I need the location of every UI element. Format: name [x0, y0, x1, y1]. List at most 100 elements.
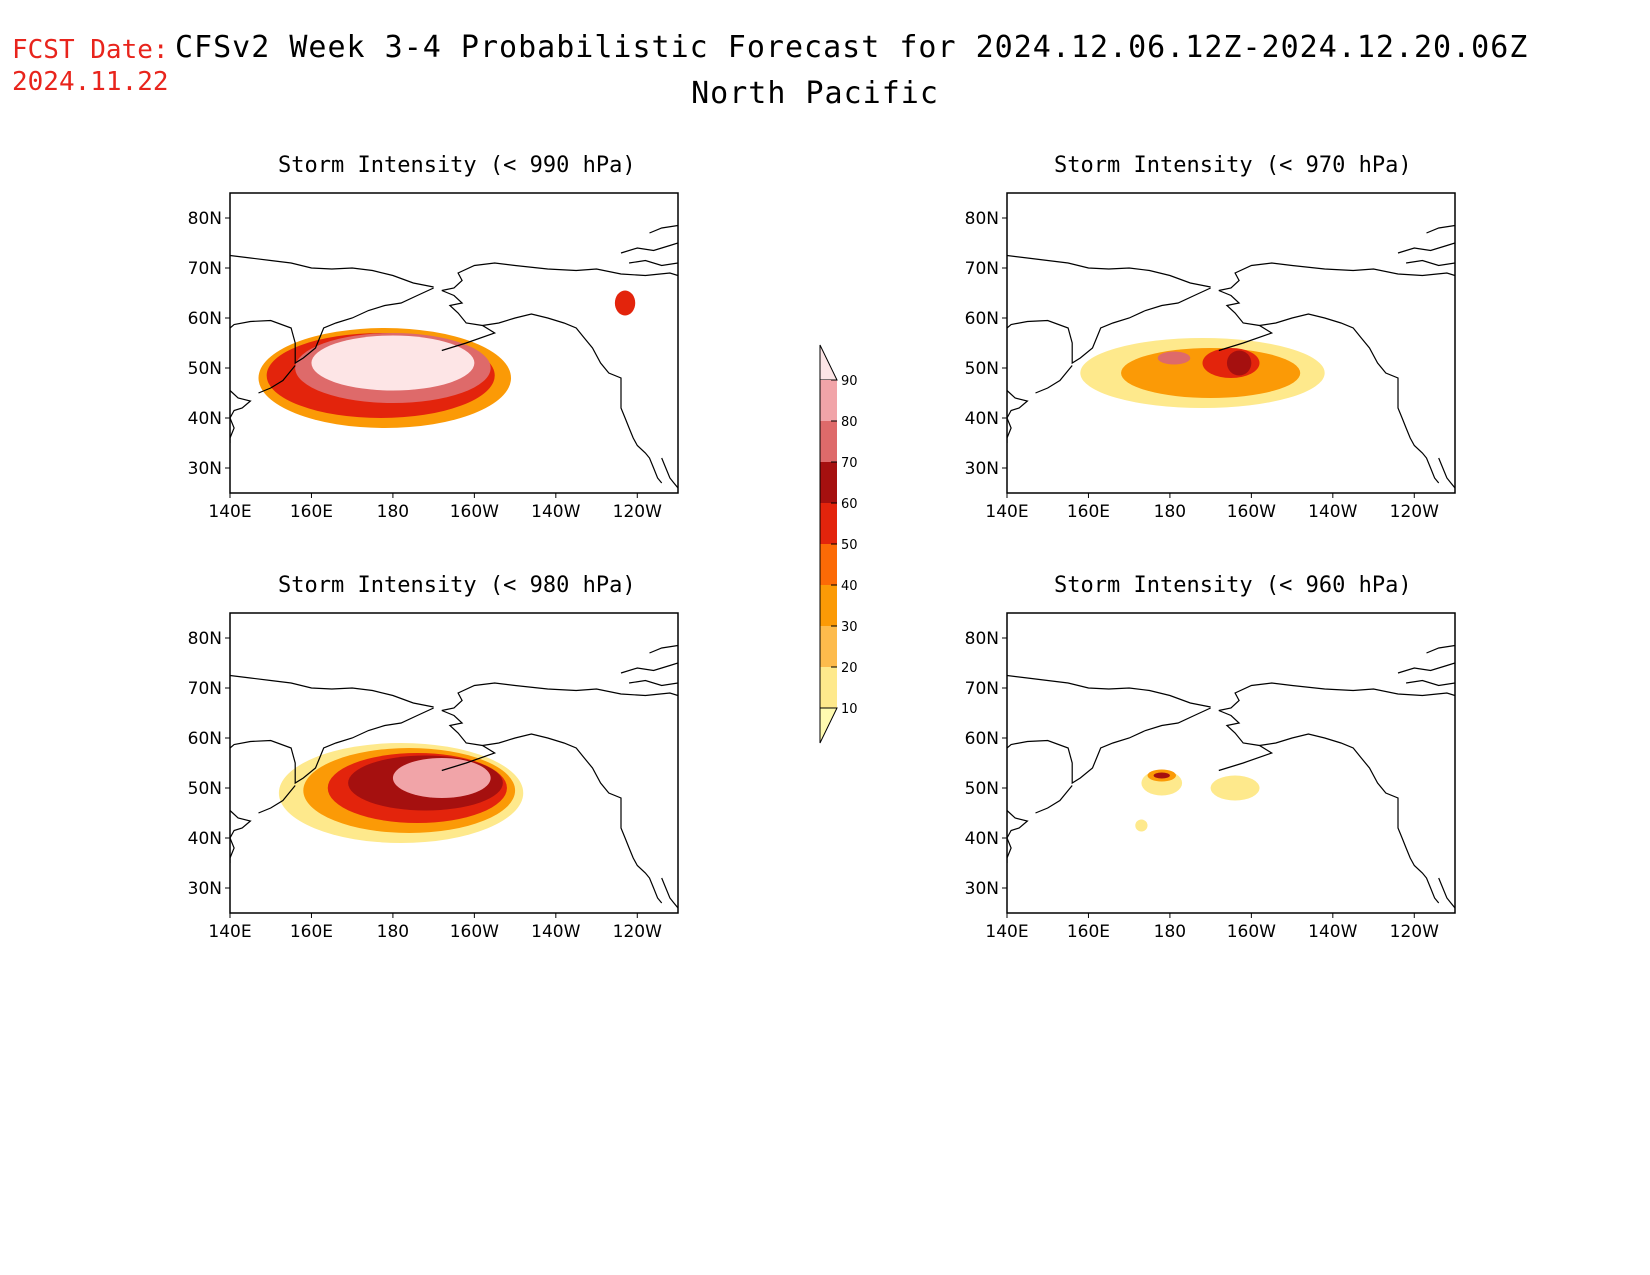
coastline: [482, 733, 663, 904]
coastline: [230, 390, 252, 443]
probability-field: [230, 644, 678, 909]
lat-tick-label: 70N: [965, 679, 999, 699]
coastline: [441, 682, 678, 712]
lat-tick-label: 30N: [188, 879, 222, 899]
lon-tick-label: 140E: [208, 922, 251, 942]
coastline: [230, 674, 434, 708]
probability-contour: [614, 290, 636, 316]
colorbar-label: 80: [841, 415, 858, 430]
lat-tick-label: 70N: [188, 259, 222, 279]
lat-tick-label: 60N: [188, 729, 222, 749]
lon-tick-label: 120W: [1390, 922, 1439, 942]
lon-tick-label: 160W: [1227, 922, 1276, 942]
colorbar-box: [820, 585, 837, 626]
probability-field: [1007, 644, 1455, 909]
coastline: [1397, 242, 1455, 254]
colorbar-bottom-arrow: [819, 707, 838, 744]
lon-tick-label: 140W: [531, 502, 580, 522]
coastline: [1426, 224, 1455, 234]
panel-title: Storm Intensity (< 970 hPa): [1054, 153, 1412, 178]
coastline: [482, 313, 663, 484]
colorbar-box: [820, 503, 837, 544]
panel-title: Storm Intensity (< 990 hPa): [278, 153, 636, 178]
colorbar-top-arrow: [819, 344, 838, 381]
lon-tick-label: 120W: [613, 922, 662, 942]
probability-contour: [392, 758, 491, 798]
colorbar-box: [820, 421, 837, 462]
lat-tick-label: 50N: [188, 779, 222, 799]
map-frame: [229, 612, 679, 914]
lat-tick-label: 50N: [188, 359, 222, 379]
lat-tick-label: 60N: [188, 309, 222, 329]
coastline: [441, 289, 497, 352]
coastline: [258, 365, 296, 394]
forecast-date-block: FCST Date: 2024.11.22: [12, 34, 169, 98]
colorbar: 10 20 30 40 50 60 70 80 90: [819, 344, 858, 744]
lon-tick-label: 180: [1154, 922, 1186, 942]
lat-tick-label: 80N: [188, 209, 222, 229]
probability-contour: [1226, 350, 1252, 376]
probability-contour: [1135, 819, 1148, 832]
lat-tick-label: 80N: [965, 209, 999, 229]
lon-tick-label: 120W: [1390, 502, 1439, 522]
coastline: [1218, 289, 1274, 352]
coastline: [1397, 662, 1455, 674]
coastline: [1406, 259, 1455, 267]
coastline: [1438, 457, 1455, 489]
coastline: [441, 262, 678, 292]
probability-field: [230, 224, 678, 489]
colorbar-label: 40: [841, 579, 858, 594]
probability-contour: [311, 335, 475, 391]
coastline: [230, 254, 434, 288]
coastline: [1035, 785, 1073, 814]
coastline: [1259, 733, 1440, 904]
probability-field: [1007, 224, 1455, 489]
coastline: [1035, 365, 1073, 394]
coastline: [620, 242, 678, 254]
lon-tick-label: 160E: [290, 922, 333, 942]
coastline: [1218, 682, 1455, 712]
colorbar-label: 30: [841, 620, 858, 635]
page-title: CFSv2 Week 3-4 Probabilistic Forecast fo…: [175, 30, 1529, 65]
colorbar-box: [820, 462, 837, 503]
lat-tick-label: 40N: [188, 409, 222, 429]
probability-contour: [1153, 772, 1170, 779]
coastline: [629, 259, 678, 267]
lat-tick-label: 80N: [188, 629, 222, 649]
lon-tick-label: 160W: [1227, 502, 1276, 522]
lat-tick-label: 30N: [188, 459, 222, 479]
lon-tick-label: 160W: [450, 502, 499, 522]
lat-tick-label: 30N: [965, 879, 999, 899]
lon-tick-label: 140E: [985, 922, 1028, 942]
coastline: [1007, 390, 1029, 443]
map-970: 140E 160E 180 160W 140W 120W 80N 70N 60N 50N 40N 30…: [965, 192, 1456, 522]
coastline: [629, 679, 678, 687]
lat-tick-label: 50N: [965, 359, 999, 379]
colorbar-label: 50: [841, 538, 858, 553]
colorbar-label: 90: [841, 374, 858, 389]
fcst-date-label: FCST Date:: [12, 35, 169, 65]
coastline: [1007, 707, 1211, 785]
fcst-date-value: 2024.11.22: [12, 67, 169, 97]
coastline: [230, 287, 434, 365]
map-frame: [229, 192, 679, 494]
panel-title: Storm Intensity (< 980 hPa): [278, 573, 636, 598]
map-960: 140E 160E 180 160W 140W 120W 80N 70N 60N 50N 40N 30…: [965, 612, 1456, 942]
lon-tick-label: 180: [377, 502, 409, 522]
lon-tick-label: 160E: [1067, 502, 1110, 522]
coastline: [1259, 313, 1440, 484]
map-frame: [1006, 192, 1456, 494]
coastline: [649, 224, 678, 234]
lon-tick-label: 160E: [290, 502, 333, 522]
colorbar-box: [820, 380, 837, 421]
lon-tick-label: 140E: [208, 502, 251, 522]
coastline: [1007, 674, 1211, 708]
map-frame: [1006, 612, 1456, 914]
coastline: [1406, 679, 1455, 687]
coastline: [1007, 810, 1029, 863]
coastline: [661, 877, 678, 909]
colorbar-label: 10: [841, 702, 858, 717]
coastline: [1438, 877, 1455, 909]
lon-tick-label: 160E: [1067, 922, 1110, 942]
coastline: [1007, 287, 1211, 365]
